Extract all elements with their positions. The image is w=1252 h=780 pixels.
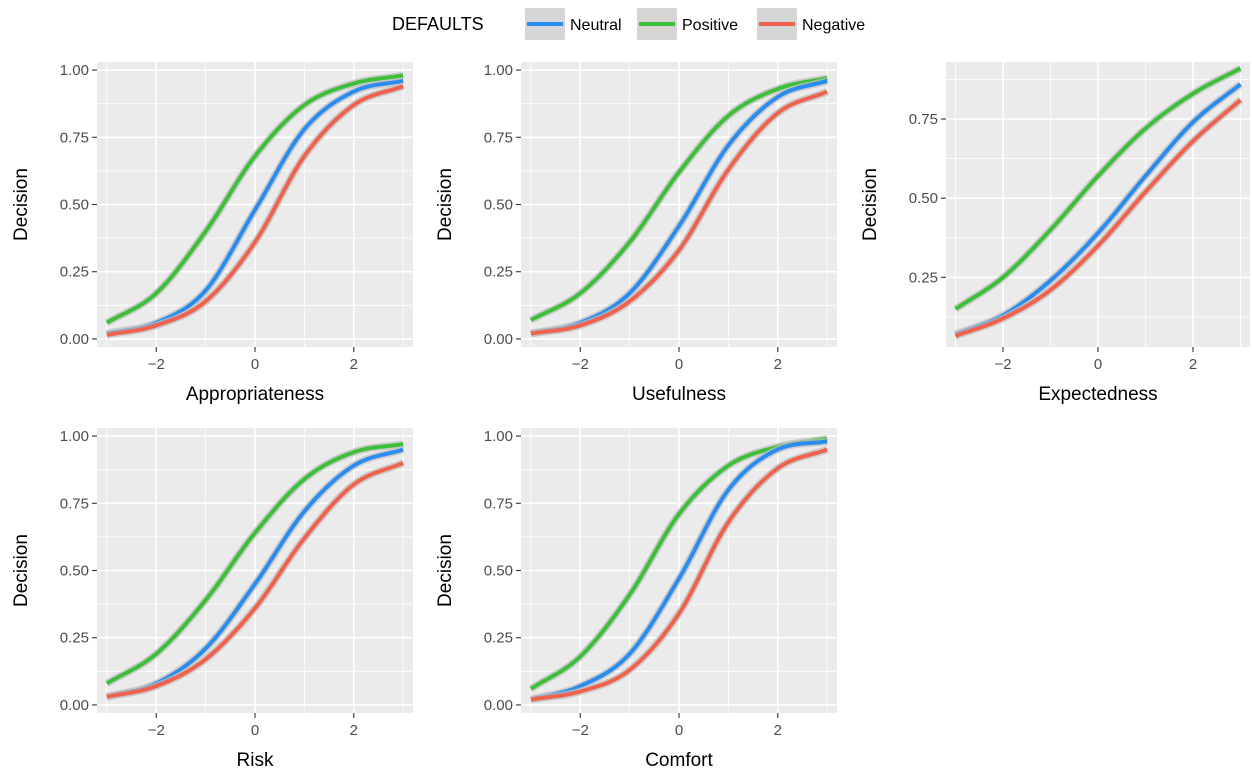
y-axis-title: Decision bbox=[11, 534, 32, 607]
x-axis-title: Expectedness bbox=[1038, 384, 1157, 405]
series-line-negative bbox=[106, 461, 404, 699]
y-tick-label: 0.25 bbox=[60, 630, 89, 647]
legend-item-positive: Positive bbox=[637, 8, 738, 40]
facet-panels: −2 0 2 0.00 0.25 0.50 0.75 1.00 Appropriateness D… bbox=[11, 62, 1250, 771]
y-tick-label: 0.50 bbox=[60, 563, 89, 580]
x-tick-label: 2 bbox=[350, 356, 358, 373]
legend: DEFAULTS Neutral Positive Negative bbox=[392, 8, 865, 40]
legend-label-neutral: Neutral bbox=[570, 17, 622, 34]
y-tick-label: 1.00 bbox=[60, 428, 89, 445]
y-tick-label: 0.00 bbox=[484, 697, 513, 714]
y-tick-label: 0.00 bbox=[60, 697, 89, 714]
series-line-positive bbox=[105, 73, 404, 325]
x-axis-title: Risk bbox=[237, 750, 274, 771]
x-tick-label: 2 bbox=[350, 722, 358, 739]
y-axis-title: Decision bbox=[860, 168, 881, 241]
y-tick-label: 0.25 bbox=[484, 264, 513, 281]
x-tick-label: 2 bbox=[774, 356, 782, 373]
x-axis-title: Comfort bbox=[645, 750, 713, 771]
series-line-negative bbox=[106, 84, 404, 337]
x-tick-label: 0 bbox=[251, 722, 259, 739]
legend-item-negative: Negative bbox=[757, 8, 865, 40]
y-tick-label: 0.75 bbox=[60, 129, 89, 146]
panel-appropriateness: −2 0 2 0.00 0.25 0.50 0.75 1.00 Appropriateness D… bbox=[11, 62, 413, 405]
y-tick-label: 0.25 bbox=[909, 269, 938, 286]
series-line-neutral bbox=[530, 439, 828, 702]
panel-usefulness: −2 0 2 0.00 0.25 0.50 0.75 1.00 Usefulness Decisi… bbox=[435, 62, 837, 405]
y-tick-label: 0.50 bbox=[484, 197, 513, 214]
y-tick-label: 0.75 bbox=[484, 495, 513, 512]
x-tick-label: −2 bbox=[572, 722, 589, 739]
series-line-negative bbox=[530, 89, 828, 336]
y-tick-label: 1.00 bbox=[60, 62, 89, 79]
y-tick-label: 0.00 bbox=[60, 331, 89, 348]
y-tick-label: 1.00 bbox=[484, 428, 513, 445]
y-tick-label: 0.00 bbox=[484, 331, 513, 348]
x-axis-title: Appropriateness bbox=[186, 384, 324, 405]
y-tick-label: 0.75 bbox=[484, 129, 513, 146]
series-line-positive bbox=[105, 442, 404, 686]
panel-comfort: −2 0 2 0.00 0.25 0.50 0.75 1.00 Comfort Decision bbox=[435, 428, 837, 771]
x-tick-label: −2 bbox=[572, 356, 589, 373]
x-tick-label: 0 bbox=[1094, 356, 1102, 373]
series-line-negative bbox=[954, 98, 1242, 338]
x-tick-label: 0 bbox=[251, 356, 259, 373]
legend-item-neutral: Neutral bbox=[525, 8, 622, 40]
y-tick-label: 0.25 bbox=[484, 630, 513, 647]
y-tick-label: 0.75 bbox=[60, 495, 89, 512]
legend-label-negative: Negative bbox=[802, 17, 865, 34]
x-tick-label: 0 bbox=[675, 722, 683, 739]
panel-expectedness: −2 0 2 0.25 0.50 0.75 Expectedness Decision bbox=[860, 62, 1250, 405]
x-tick-label: −2 bbox=[994, 356, 1011, 373]
y-axis-title: Decision bbox=[435, 168, 456, 241]
x-axis-title: Usefulness bbox=[632, 384, 726, 405]
series-line-positive bbox=[954, 66, 1242, 311]
y-axis-title: Decision bbox=[435, 534, 456, 607]
y-tick-label: 0.50 bbox=[484, 563, 513, 580]
x-tick-label: 0 bbox=[675, 356, 683, 373]
x-tick-label: −2 bbox=[148, 722, 165, 739]
panel-risk: −2 0 2 0.00 0.25 0.50 0.75 1.00 Risk Decision bbox=[11, 428, 413, 771]
series-line-negative bbox=[530, 447, 828, 702]
series-line-positive bbox=[529, 76, 828, 322]
x-tick-label: 2 bbox=[1189, 356, 1197, 373]
x-tick-label: −2 bbox=[148, 356, 165, 373]
y-tick-label: 0.25 bbox=[60, 264, 89, 281]
y-tick-label: 0.75 bbox=[909, 111, 938, 128]
x-tick-label: 2 bbox=[774, 722, 782, 739]
legend-title: DEFAULTS bbox=[392, 14, 484, 34]
y-tick-label: 0.50 bbox=[60, 197, 89, 214]
legend-label-positive: Positive bbox=[682, 17, 738, 34]
y-tick-label: 0.50 bbox=[909, 190, 938, 207]
y-axis-title: Decision bbox=[11, 168, 32, 241]
y-tick-label: 1.00 bbox=[484, 62, 513, 79]
